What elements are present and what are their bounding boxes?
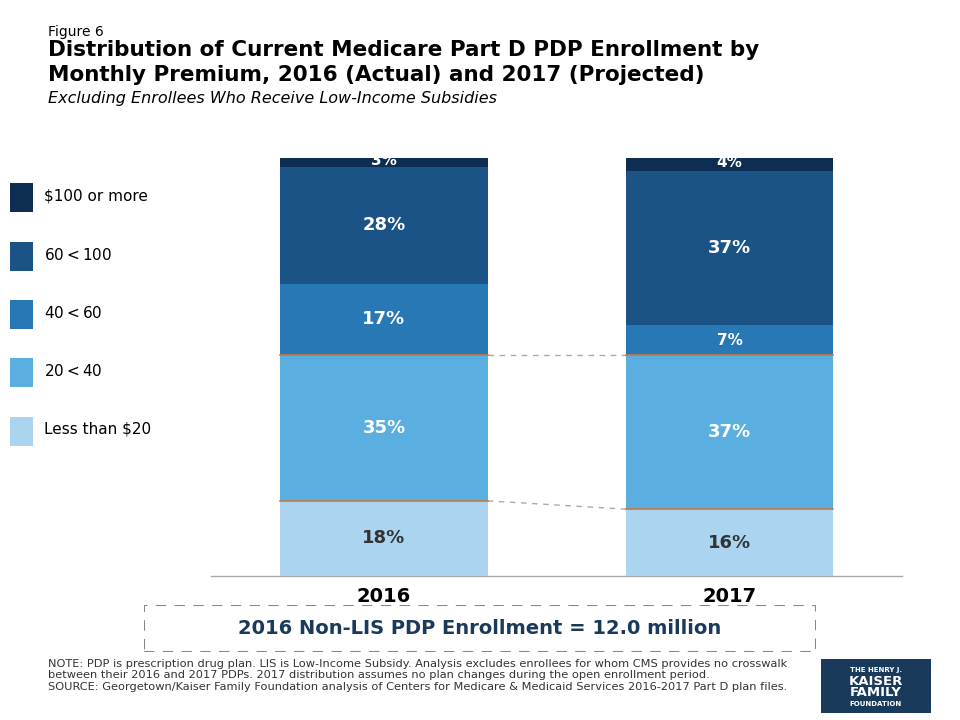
FancyBboxPatch shape: [821, 659, 931, 713]
Text: 2016 Non-LIS PDP Enrollment = 12.0 million: 2016 Non-LIS PDP Enrollment = 12.0 milli…: [238, 618, 722, 638]
Text: 17%: 17%: [363, 310, 405, 328]
Text: Figure 6: Figure 6: [48, 25, 104, 39]
Text: KAISER: KAISER: [849, 675, 903, 688]
Text: 4%: 4%: [717, 155, 742, 170]
Bar: [280, 167, 488, 284]
Text: $20<$40: $20<$40: [44, 363, 103, 379]
Bar: [280, 355, 488, 501]
Text: FAMILY: FAMILY: [850, 686, 902, 699]
Bar: [626, 171, 833, 325]
FancyBboxPatch shape: [10, 183, 33, 212]
Text: Excluding Enrollees Who Receive Low-Income Subsidies: Excluding Enrollees Who Receive Low-Inco…: [48, 91, 497, 107]
Bar: [626, 325, 833, 355]
Text: NOTE: PDP is prescription drug plan. LIS is Low-Income Subsidy. Analysis exclude: NOTE: PDP is prescription drug plan. LIS…: [48, 659, 787, 692]
Text: Distribution of Current Medicare Part D PDP Enrollment by: Distribution of Current Medicare Part D …: [48, 40, 759, 60]
Bar: [626, 509, 833, 576]
FancyBboxPatch shape: [10, 416, 33, 446]
Text: FOUNDATION: FOUNDATION: [850, 701, 902, 707]
Text: 35%: 35%: [363, 419, 405, 437]
Bar: [626, 355, 833, 509]
Text: $60<$100: $60<$100: [44, 246, 112, 263]
Text: 3%: 3%: [372, 153, 396, 168]
FancyBboxPatch shape: [10, 300, 33, 329]
Text: $100 or more: $100 or more: [44, 189, 148, 204]
Text: 37%: 37%: [708, 239, 751, 257]
FancyBboxPatch shape: [144, 605, 816, 652]
Text: 18%: 18%: [362, 529, 406, 547]
Bar: [280, 501, 488, 576]
Text: THE HENRY J.: THE HENRY J.: [850, 667, 902, 672]
Bar: [280, 284, 488, 355]
Bar: [626, 154, 833, 171]
Text: Monthly Premium, 2016 (Actual) and 2017 (Projected): Monthly Premium, 2016 (Actual) and 2017 …: [48, 65, 705, 85]
FancyBboxPatch shape: [10, 242, 33, 271]
Text: Less than $20: Less than $20: [44, 422, 152, 437]
FancyBboxPatch shape: [10, 359, 33, 387]
Text: 28%: 28%: [362, 216, 406, 234]
Text: 37%: 37%: [708, 423, 751, 441]
Text: $40<$60: $40<$60: [44, 305, 103, 321]
Bar: [280, 154, 488, 167]
Text: 7%: 7%: [717, 333, 742, 348]
Text: 16%: 16%: [708, 534, 751, 552]
